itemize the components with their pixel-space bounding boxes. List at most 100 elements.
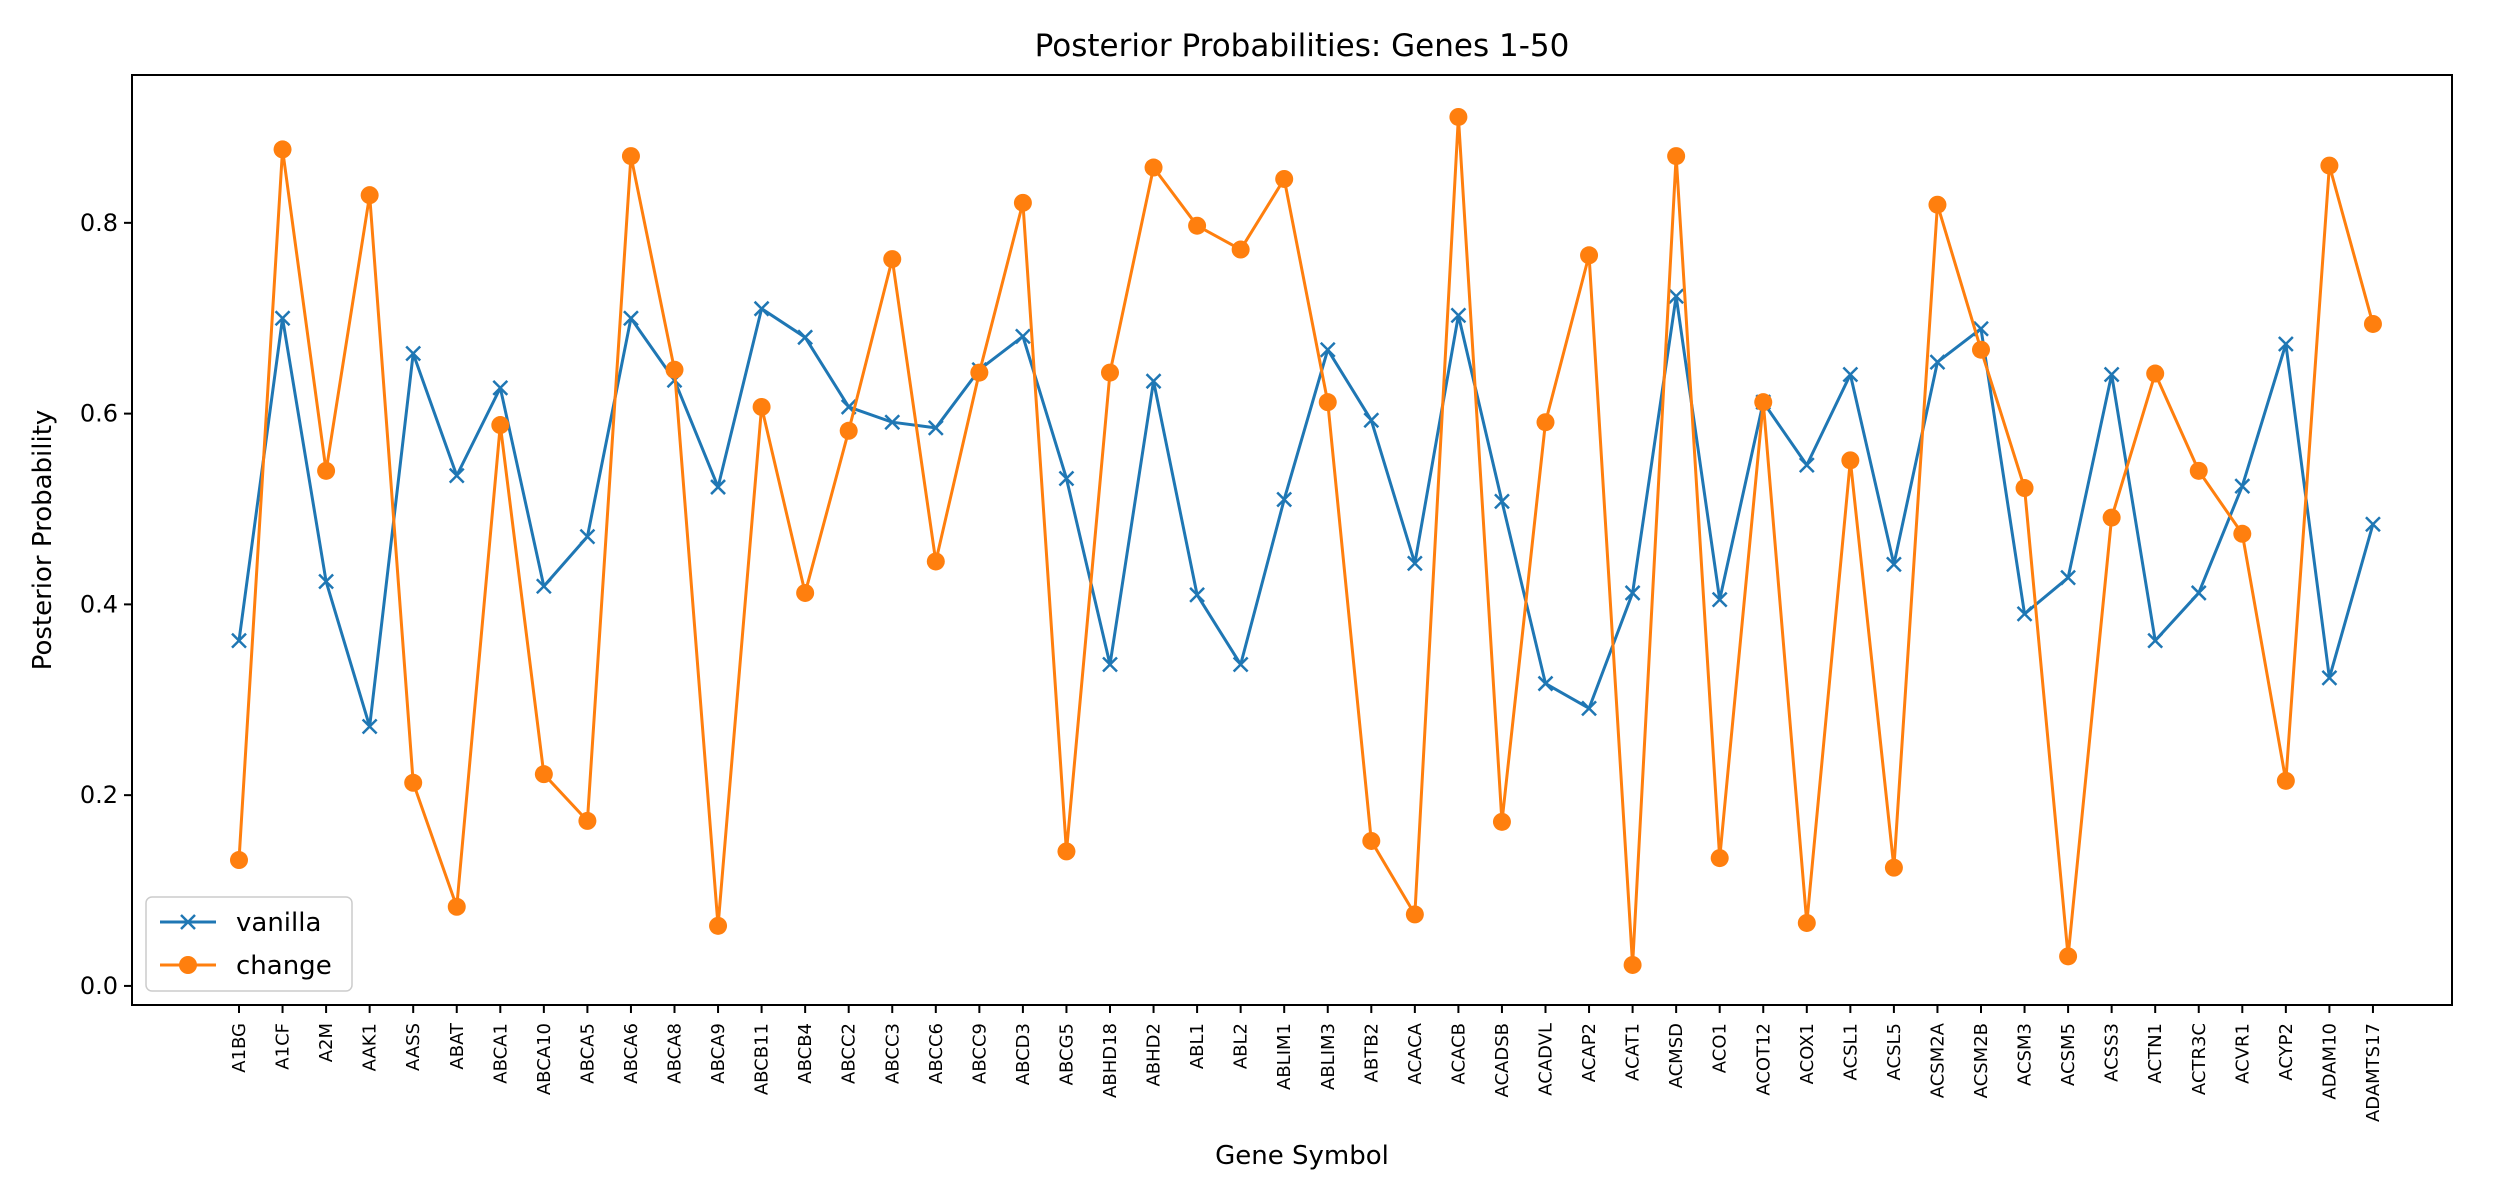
x-tick-label: ACADSB (1492, 1023, 1513, 1098)
data-point-vanilla (405, 345, 422, 362)
data-point-change (926, 552, 945, 571)
x-tick-label: ABHD18 (1100, 1023, 1121, 1098)
data-point-change (1928, 195, 1947, 214)
data-point-change (1667, 147, 1686, 166)
data-point-vanilla (884, 414, 901, 431)
data-point-vanilla (2060, 569, 2076, 586)
data-point-change (796, 583, 815, 602)
x-tick-label: ABCB4 (795, 1023, 816, 1084)
x-tick-label: ABCC6 (926, 1023, 947, 1084)
legend-marker-change (179, 956, 197, 974)
x-tick-label: ABCC2 (839, 1023, 860, 1084)
data-point-vanilla (1711, 591, 1728, 608)
data-point-change (1362, 831, 1381, 850)
data-point-change (1188, 216, 1207, 235)
x-tick-label: ABCA8 (665, 1023, 686, 1084)
data-point-vanilla (2103, 366, 2120, 383)
data-point-change (1492, 812, 1511, 831)
data-point-change (2363, 314, 2382, 333)
series-line-vanilla (237, 294, 2375, 728)
x-tick-label: ACSL5 (1884, 1023, 1905, 1080)
x-tick-label: ABL2 (1231, 1023, 1252, 1069)
y-tick-label: 0.0 (80, 972, 118, 1000)
data-point-change (883, 250, 902, 269)
data-point-change (1231, 240, 1250, 259)
data-point-vanilla (1276, 491, 1293, 508)
y-tick-label: 0.8 (80, 209, 118, 237)
series-markers-vanilla (231, 288, 2381, 735)
data-point-change (1623, 955, 1642, 974)
data-point-vanilla (2147, 632, 2164, 649)
data-point-vanilla (1363, 412, 1380, 429)
data-point-vanilla (1058, 470, 1075, 487)
series-markers-change (230, 107, 2382, 974)
data-point-change (1797, 913, 1816, 932)
data-point-vanilla (1842, 366, 1859, 383)
data-point-change (970, 363, 989, 382)
y-tick-label: 0.6 (80, 400, 118, 428)
x-tick-label: ACSM5 (2058, 1023, 2079, 1086)
x-tick-label: ABL1 (1187, 1023, 1208, 1069)
data-point-change (2233, 524, 2252, 543)
x-tick-label: ACOX1 (1797, 1023, 1818, 1084)
data-point-vanilla (361, 718, 378, 735)
data-point-vanilla (1450, 307, 1467, 324)
x-tick-label: AAK1 (360, 1023, 381, 1071)
legend-label-change: change (236, 951, 332, 981)
data-point-change (839, 421, 858, 440)
data-point-change (1536, 413, 1555, 432)
data-point-change (709, 916, 728, 935)
x-tick-label: ACSM2A (1927, 1022, 1948, 1098)
x-tick-label: A1CF (273, 1023, 294, 1070)
data-point-vanilla (274, 310, 291, 327)
data-point-change (1101, 363, 1119, 382)
data-point-change (447, 897, 466, 916)
plot-area (131, 74, 2453, 1006)
data-point-change (2015, 479, 2034, 498)
data-point-change (752, 397, 771, 416)
legend-point-vanilla (180, 914, 196, 930)
data-point-vanilla (623, 310, 639, 327)
data-point-change (1884, 858, 1903, 877)
x-tick-label: ADAMTS17 (2363, 1023, 2384, 1122)
data-point-change (491, 416, 510, 435)
data-point-vanilla (2321, 669, 2338, 686)
data-point-vanilla (231, 632, 247, 649)
x-tick-label: ABCA6 (621, 1023, 642, 1084)
x-tick-label: ABCA9 (708, 1023, 729, 1084)
chart-title: Posterior Probabilities: Genes 1-50 (1035, 28, 1570, 64)
series-line-change (237, 115, 2375, 967)
data-point-vanilla (927, 420, 944, 436)
data-point-change (2102, 508, 2121, 527)
x-tick-label: ACAT1 (1623, 1023, 1644, 1081)
data-point-change (1144, 158, 1163, 177)
y-axis-label: Posterior Probability (28, 410, 58, 671)
data-point-change (1449, 107, 1468, 126)
data-point-vanilla (1929, 354, 1946, 370)
x-tick-label: ABHD2 (1144, 1023, 1165, 1087)
data-point-vanilla (1015, 328, 1031, 345)
data-point-change (534, 765, 553, 784)
y-axis: 0.0 0.2 0.4 0.6 0.8 (80, 209, 132, 1000)
data-point-change (2320, 156, 2339, 175)
x-tick-label: ABCC9 (969, 1023, 990, 1084)
data-point-change (1841, 451, 1860, 470)
data-point-vanilla (1189, 586, 1205, 603)
data-point-change (2059, 947, 2078, 966)
data-point-vanilla (535, 578, 552, 595)
x-tick-label: ACACA (1405, 1022, 1426, 1084)
data-point-vanilla (1581, 700, 1597, 717)
data-point-vanilla (1624, 585, 1641, 601)
x-axis: A1BG A1CF A2M AAK1 AASS ABAT ABCA1 ABCA10 ABCA5 A… (229, 1005, 2384, 1122)
data-point-change (2189, 461, 2208, 480)
x-tick-label: ACVR1 (2232, 1023, 2253, 1084)
x-tick-label: A2M (316, 1023, 337, 1062)
x-tick-label: ABCD3 (1013, 1023, 1034, 1085)
x-tick-label: A1BG (229, 1023, 250, 1073)
x-tick-label: ACSS3 (2102, 1023, 2123, 1082)
y-tick-label: 0.2 (80, 781, 118, 809)
data-point-vanilla (1494, 493, 1510, 510)
data-point-vanilla (1798, 457, 1815, 474)
